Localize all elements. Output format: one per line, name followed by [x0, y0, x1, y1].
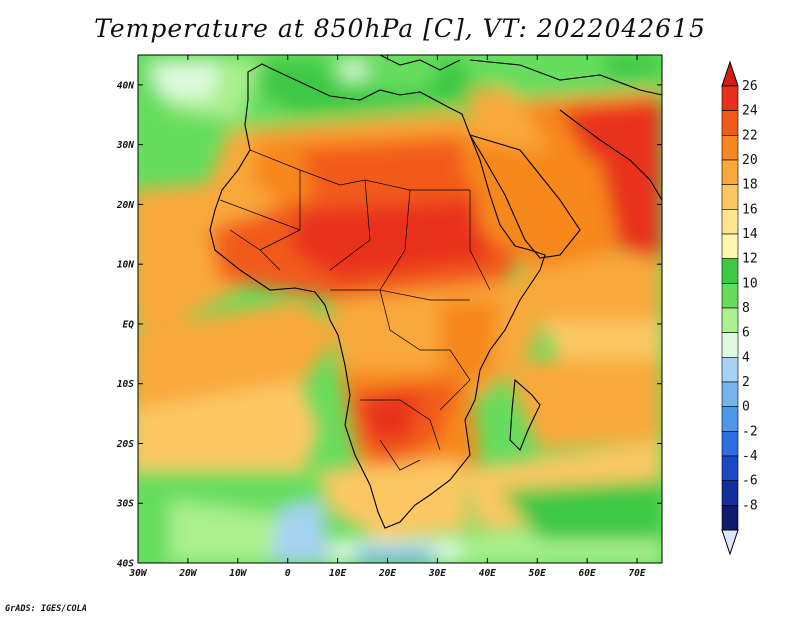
colorbar-label: -8: [742, 498, 758, 513]
latitude-axis: 40S 30S 20S 10S EQ 10N 20N 30N 40N: [116, 80, 662, 570]
colorbar-swatch: [721, 184, 739, 210]
lon-tick-label: 50E: [529, 568, 546, 579]
colorbar-swatch: [721, 85, 739, 111]
lat-tick-label: 10S: [117, 379, 134, 390]
colorbar-swatch: [721, 135, 739, 161]
colorbar-label: 22: [742, 128, 758, 143]
lat-tick-label: 10N: [117, 260, 134, 271]
lon-tick-label: 20E: [378, 568, 396, 579]
colorbar-label: 20: [742, 153, 758, 168]
credit-text: GrADS: IGES/COLA: [5, 604, 87, 614]
colorbar-swatch: [721, 406, 739, 432]
colorbar-label: 8: [742, 301, 750, 316]
colorbar-swatch: [721, 357, 739, 383]
colorbar-swatch: [721, 381, 739, 407]
colorbar-swatch: [721, 332, 739, 358]
colorbar-label: 26: [742, 79, 758, 94]
colorbar-label: 6: [742, 326, 750, 341]
map-frame: [137, 54, 663, 564]
lon-tick-label: 10W: [229, 568, 247, 579]
colorbar-over-arrow: [721, 60, 739, 87]
colorbar-label: 0: [742, 400, 750, 415]
map-title: Temperature at 850hPa [C], VT: 202204261…: [94, 14, 706, 43]
colorbar-swatch: [721, 110, 739, 136]
colorbar-label: 10: [742, 276, 758, 291]
lat-tick-label: 30N: [116, 140, 134, 151]
lon-tick-label: 30W: [128, 568, 147, 579]
colorbar-swatch: [721, 233, 739, 259]
lon-tick-label: 30E: [428, 568, 446, 579]
colorbar-label: -2: [742, 424, 758, 439]
lon-tick-label: 20W: [178, 568, 197, 579]
colorbar-swatch: [721, 431, 739, 457]
colorbar-label: 2: [742, 375, 750, 390]
colorbar-label: 16: [742, 202, 758, 217]
lon-tick-label: 70E: [628, 568, 645, 579]
colorbar-swatch: [721, 455, 739, 481]
lon-tick-label: 0: [285, 568, 291, 579]
colorbar-label: 24: [742, 104, 758, 119]
lat-tick-label: 40S: [117, 559, 134, 570]
lon-tick-label: 10E: [329, 568, 346, 579]
colorbar-swatch: [721, 209, 739, 235]
colorbar-swatch: [721, 159, 739, 185]
colorbar-label: 18: [742, 178, 758, 193]
coastline-outline: [209, 54, 663, 529]
longitude-axis: 30W 20W 10W 0 10E 20E 30E 40E 50E 60E 70E: [128, 55, 646, 579]
lat-tick-label: 20N: [116, 200, 134, 211]
colorbar-under-arrow: [721, 529, 739, 556]
colorbar-label: 14: [742, 227, 758, 242]
colorbar-swatch: [721, 307, 739, 333]
colorbar-label: -6: [742, 474, 758, 489]
lon-tick-label: 40E: [479, 568, 496, 579]
colorbar-swatch: [721, 258, 739, 284]
lat-tick-label: 20S: [116, 439, 134, 450]
colorbar-label: 4: [742, 350, 750, 365]
colorbar-label: 12: [742, 252, 758, 267]
colorbar-swatch: [721, 505, 739, 531]
lat-tick-label: EQ: [123, 319, 135, 330]
colorbar-label: -4: [742, 449, 758, 464]
lat-tick-label: 30S: [116, 499, 134, 510]
temperature-field: [138, 55, 662, 563]
country-borders: [219, 149, 491, 471]
colorbar-swatch: [721, 283, 739, 309]
lon-tick-label: 60E: [579, 568, 596, 579]
colorbar-swatch: [721, 480, 739, 506]
lat-tick-label: 40N: [117, 80, 134, 91]
